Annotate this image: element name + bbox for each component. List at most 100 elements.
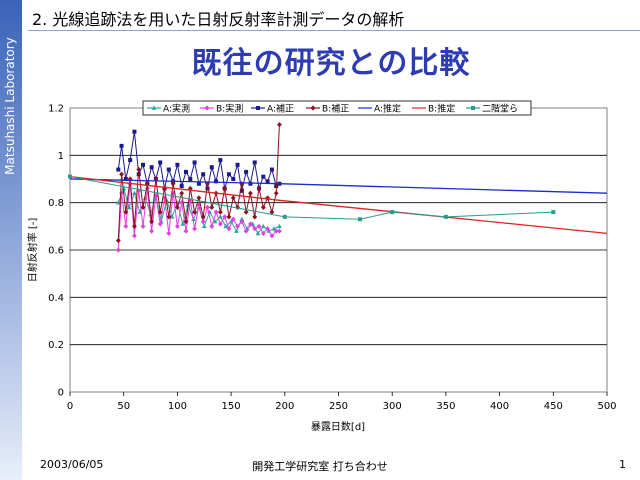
legend-marker [256, 106, 260, 110]
data-point [140, 223, 146, 229]
data-point [115, 237, 121, 244]
series-6 [69, 175, 608, 235]
data-point [277, 223, 282, 229]
legend: A:実測 B:実測 A:補正 B:補正 A:推定 B:推定 二階堂ら [142, 100, 532, 116]
data-point [248, 190, 253, 196]
x-tick-label: 50 [117, 401, 130, 412]
legend-item: A:補正 [251, 103, 294, 115]
data-point [119, 171, 124, 177]
data-point [149, 228, 155, 234]
data-point [192, 160, 197, 165]
data-point [149, 219, 155, 225]
data-point [144, 185, 150, 192]
legend-label: 二階堂ら [482, 103, 518, 115]
y-tick-label: 1 [58, 151, 64, 162]
data-point [265, 179, 270, 184]
data-point [217, 214, 223, 219]
x-tick-label: 400 [490, 401, 509, 412]
data-point [217, 209, 223, 215]
footer-date: 2003/06/05 [40, 458, 104, 471]
data-point [166, 214, 172, 220]
slide-title: 既往の研究との比較 [191, 46, 471, 81]
data-point [157, 221, 163, 227]
data-point [180, 221, 186, 226]
data-point [256, 185, 262, 192]
data-point [201, 172, 206, 177]
legend-marker [204, 105, 210, 111]
section-heading-text: 光線追跡法を用いた日射反射率計測データの解析 [52, 10, 405, 29]
data-point [121, 185, 127, 191]
data-point [217, 221, 223, 227]
data-point [222, 185, 228, 192]
series-layer [68, 121, 608, 253]
data-point [273, 228, 279, 234]
y-axis-title: 日射反射率 [-] [26, 218, 39, 283]
data-point [123, 223, 129, 229]
data-point [269, 233, 275, 239]
data-point [243, 209, 249, 215]
x-tick-label: 250 [329, 401, 348, 412]
data-point [223, 223, 229, 229]
data-point [192, 226, 197, 232]
data-point [551, 210, 556, 215]
data-point [260, 230, 266, 237]
data-point [200, 214, 206, 220]
legend-label: A:推定 [374, 103, 401, 115]
data-point [218, 158, 223, 163]
data-point [244, 169, 249, 174]
series-4 [115, 121, 282, 244]
data-point [183, 219, 189, 225]
data-point [252, 226, 258, 232]
x-tick-label: 450 [544, 401, 563, 412]
data-point [226, 172, 231, 177]
data-point [140, 204, 146, 210]
data-point [235, 223, 240, 229]
data-point [209, 165, 214, 170]
data-point [128, 158, 133, 163]
data-point [282, 214, 287, 219]
legend-box [142, 100, 532, 116]
data-point [175, 223, 180, 229]
data-point [196, 181, 201, 186]
data-point [248, 221, 253, 227]
y-tick-label: 0.4 [48, 293, 64, 304]
legend-marker [151, 105, 157, 110]
data-point [166, 230, 172, 237]
x-tick-label: 150 [222, 401, 241, 412]
series-5 [69, 178, 608, 194]
x-tick-label: 0 [67, 401, 73, 412]
legend-label: B:補正 [322, 103, 349, 115]
data-point [123, 209, 129, 215]
data-point [175, 204, 180, 210]
series-line [69, 176, 554, 220]
data-point [205, 204, 210, 210]
legend-item: A:実測 [147, 103, 190, 115]
data-point [248, 181, 253, 186]
legend-label: A:補正 [267, 103, 294, 115]
data-point [443, 214, 448, 219]
data-point [132, 223, 137, 229]
data-point [260, 223, 266, 229]
y-tick-label: 0.2 [48, 340, 64, 351]
data-point [179, 190, 185, 196]
data-point [271, 226, 277, 231]
legend-item: B:補正 [306, 103, 349, 115]
data-point [226, 214, 232, 220]
y-tick-label: 1.2 [48, 104, 64, 115]
data-point [188, 177, 193, 181]
data-point [136, 166, 142, 173]
data-point [260, 204, 266, 210]
data-point [222, 214, 228, 220]
data-point [214, 179, 219, 184]
y-tick-label: 0.6 [48, 246, 64, 257]
data-point [390, 210, 395, 215]
data-point [115, 200, 121, 205]
data-point [115, 247, 121, 253]
legend-item: B:推定 [412, 103, 455, 115]
data-point [196, 195, 202, 201]
data-point [209, 204, 215, 210]
legend-item: B:実測 [200, 103, 243, 115]
data-point [277, 228, 282, 234]
data-point [157, 209, 163, 215]
